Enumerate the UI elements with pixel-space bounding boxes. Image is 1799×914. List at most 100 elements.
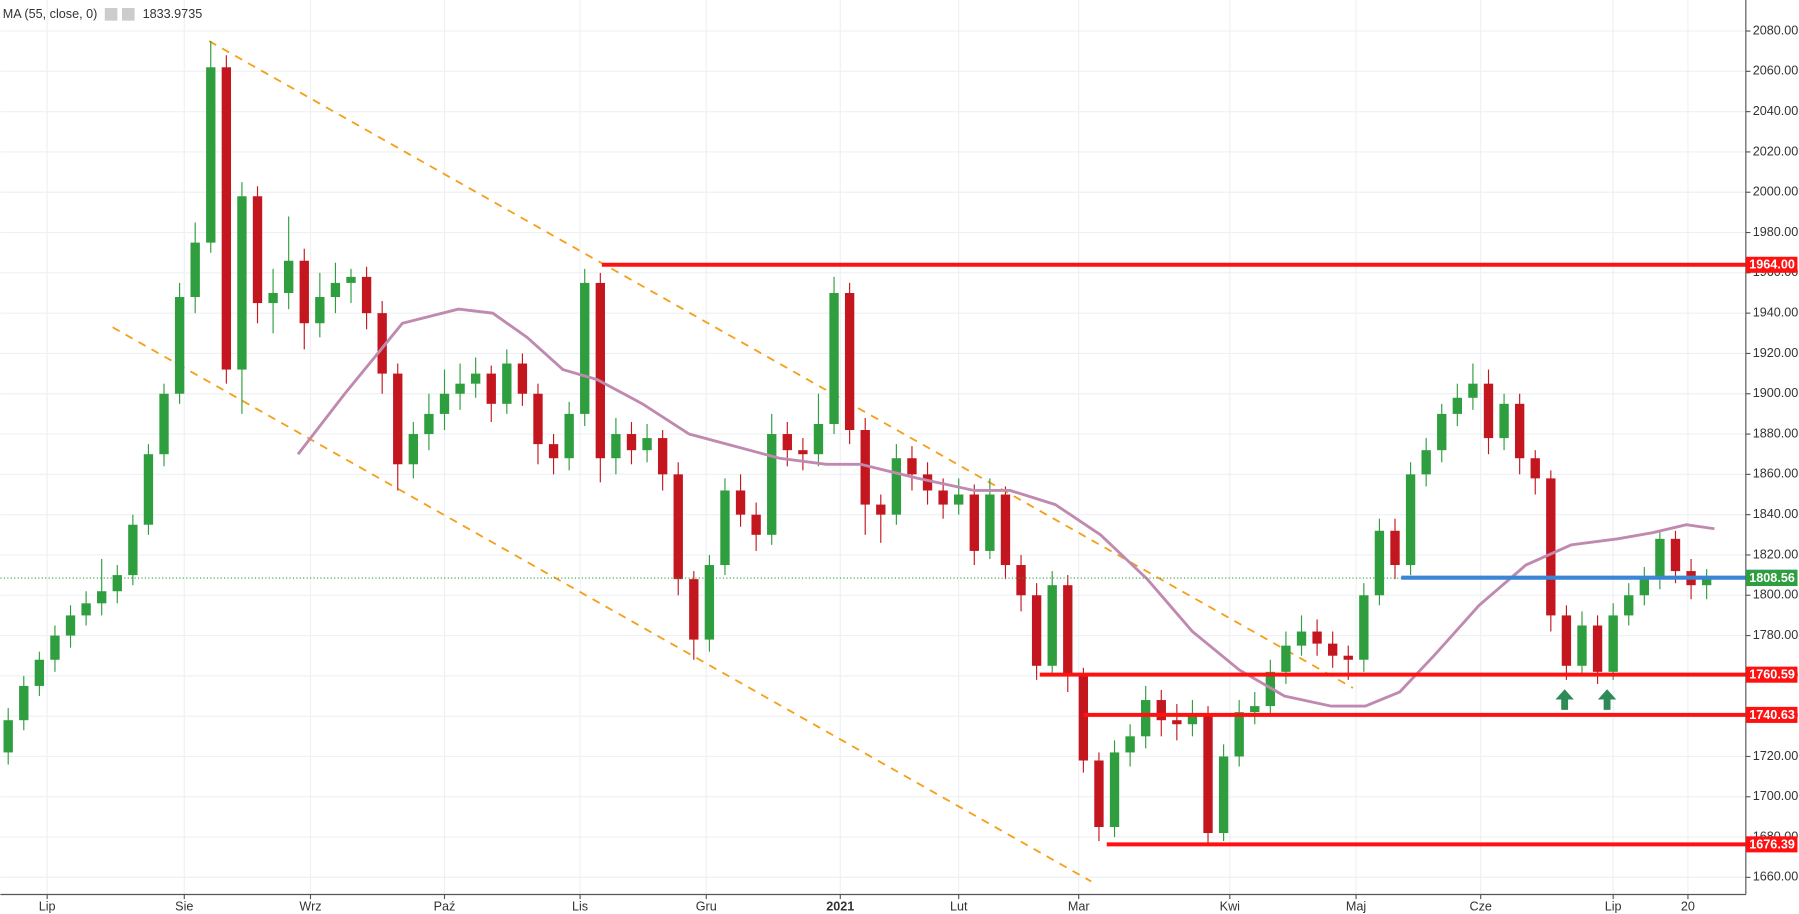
y-tick-label: 1720.00 — [1753, 749, 1799, 763]
x-tick-label: Maj — [1346, 899, 1366, 913]
candle-body — [377, 313, 387, 374]
candle-body — [439, 393, 450, 414]
y-tick-label: 1940.00 — [1753, 305, 1799, 319]
y-tick-label: 2000.00 — [1753, 185, 1799, 199]
candle-body — [1639, 579, 1649, 596]
candle-body — [455, 383, 465, 394]
price-tag-label: 1676.39 — [1749, 837, 1795, 851]
candle-body — [206, 67, 216, 243]
candle-body — [361, 276, 372, 314]
candle-body — [1437, 413, 1447, 451]
candle-body — [65, 615, 76, 636]
candle-body — [112, 575, 122, 592]
candle-body — [704, 565, 715, 640]
candle-body — [735, 490, 746, 515]
candle-body — [1452, 397, 1463, 414]
y-tick-label: 1880.00 — [1753, 426, 1799, 440]
candle-body — [299, 260, 309, 324]
candle-body — [767, 434, 777, 535]
candle-body — [1312, 631, 1322, 644]
candle-body — [517, 363, 528, 394]
x-tick-label: Sie — [175, 899, 193, 913]
candle-body — [252, 196, 263, 304]
settings-icon[interactable] — [104, 8, 118, 21]
candle-body — [954, 494, 964, 505]
candle-body — [642, 438, 652, 451]
candle-body — [844, 292, 855, 431]
price-tag-label: 1964.00 — [1749, 258, 1795, 272]
candle-body — [346, 276, 356, 283]
candle-body — [1374, 530, 1385, 596]
y-tick-label: 2020.00 — [1753, 144, 1799, 158]
candle-body — [143, 454, 154, 525]
candle-body — [1000, 494, 1011, 566]
candle-body — [782, 434, 792, 451]
candle-body — [268, 292, 278, 304]
candle-body — [1608, 615, 1618, 672]
price-tag — [1745, 836, 1798, 853]
candle-body — [1187, 716, 1198, 725]
candle-body — [876, 504, 886, 515]
candle-body — [1094, 760, 1104, 827]
price-tag — [1745, 256, 1798, 273]
x-tick-label: Lut — [950, 899, 968, 913]
x-tick-label: Paź — [434, 899, 456, 913]
candle-body — [1109, 752, 1120, 827]
candle-body — [174, 297, 185, 394]
candle-body — [1499, 403, 1509, 439]
trend-line — [208, 40, 1354, 689]
x-tick-label: Kwi — [1220, 899, 1240, 913]
indicator-value: 1833.9735 — [143, 7, 203, 21]
candle-body — [50, 635, 60, 660]
y-tick-label: 2040.00 — [1753, 104, 1799, 118]
candle-body — [221, 67, 232, 370]
x-tick-label: Cze — [1469, 899, 1491, 913]
y-tick-label: 1860.00 — [1753, 467, 1799, 481]
legend-header: MA (55, close, 0) 1833.9735 — [3, 7, 203, 21]
candle-body — [1031, 595, 1042, 666]
candle-body — [1203, 716, 1213, 834]
candle-body — [1250, 706, 1260, 713]
candle-body — [1405, 474, 1416, 566]
y-tick-label: 2080.00 — [1753, 23, 1799, 37]
close-icon[interactable] — [121, 8, 135, 21]
candle-body — [1468, 383, 1478, 398]
y-tick-label: 1700.00 — [1753, 789, 1799, 803]
candle-body — [1483, 383, 1494, 439]
candle-body — [813, 423, 824, 455]
candle-body — [1125, 736, 1135, 753]
candle-body — [1328, 643, 1338, 656]
y-tick-label: 1840.00 — [1753, 507, 1799, 521]
candle-body — [284, 260, 294, 293]
candle-body — [969, 494, 979, 551]
price-tag — [1745, 666, 1798, 683]
candle-body — [1561, 615, 1572, 666]
x-tick-label: Lip — [39, 899, 56, 913]
y-tick-label: 1980.00 — [1753, 225, 1799, 239]
price-tag-label: 1760.59 — [1749, 668, 1795, 682]
x-tick-label: Wrz — [299, 899, 321, 913]
candle-body — [1218, 756, 1229, 834]
candle-body — [907, 458, 917, 475]
candle-body — [315, 297, 325, 324]
candle-body — [1016, 565, 1026, 596]
candle-body — [393, 373, 403, 465]
candle-body — [19, 685, 29, 721]
candle-body — [689, 579, 699, 640]
up-arrow — [1555, 689, 1574, 710]
candle-body — [424, 413, 434, 435]
candle-body — [751, 514, 761, 535]
candle-body — [1592, 625, 1603, 672]
candle-body — [237, 196, 247, 370]
price-tag — [1745, 706, 1798, 723]
candle-body — [1421, 450, 1431, 475]
candle-body — [595, 282, 605, 459]
candle-body — [798, 450, 808, 455]
candle-body — [548, 444, 559, 459]
moving-average — [296, 307, 1715, 708]
candle-body — [673, 474, 683, 580]
candle-body — [128, 524, 138, 576]
price-tag-label: 1808.56 — [1749, 571, 1795, 585]
x-tick-label: 20 — [1681, 899, 1695, 913]
